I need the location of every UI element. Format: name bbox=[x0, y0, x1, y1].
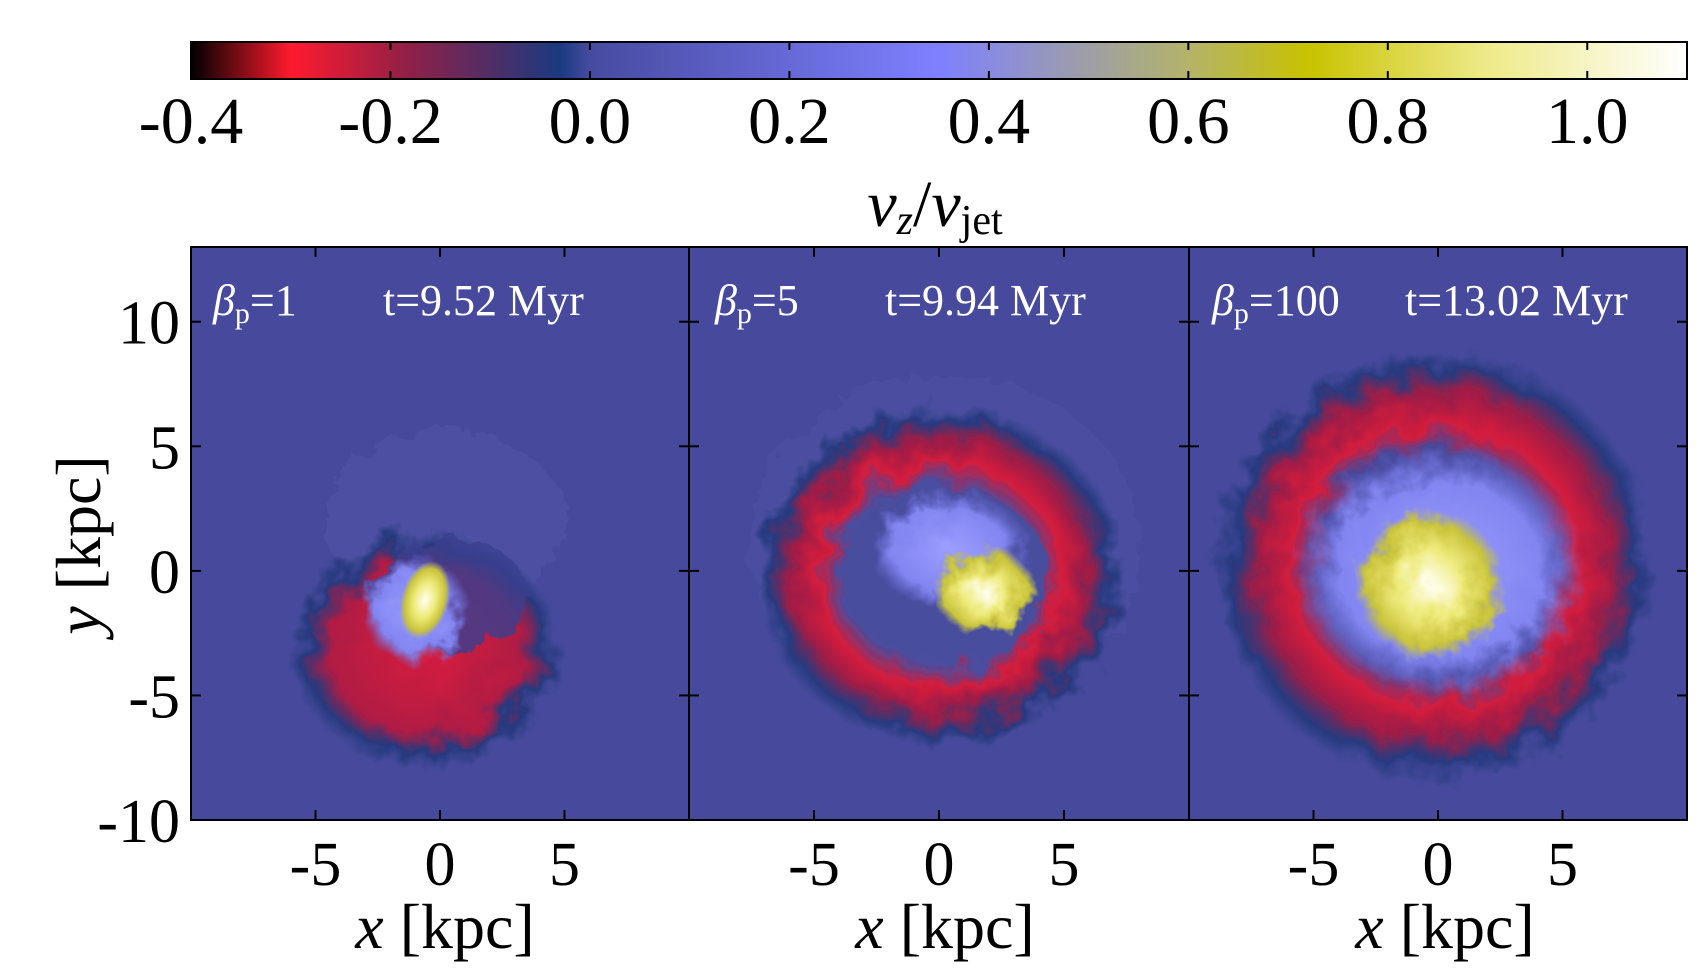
colorbar-ticks: -0.4 -0.2 0.0 0.2 0.4 0.6 0.8 1.0 bbox=[139, 42, 1629, 158]
x-tick-label: 5 bbox=[549, 831, 580, 899]
y-tick-label: 5 bbox=[149, 414, 180, 482]
colorbar: -0.4 -0.2 0.0 0.2 0.4 0.6 0.8 1.0 vz/vjet bbox=[139, 41, 1688, 244]
colorbar-tick-label: 0.2 bbox=[748, 85, 831, 158]
colorbar-tick-label: -0.2 bbox=[338, 85, 442, 158]
panel-1-beta: βp=5 bbox=[714, 276, 799, 330]
x-axis-label-1: x [kpc] bbox=[854, 891, 1034, 962]
colorbar-label-sub2: jet bbox=[959, 198, 1003, 244]
x-tick-label: 5 bbox=[1049, 831, 1080, 899]
y-tick-label: 0 bbox=[149, 539, 180, 607]
colorbar-label-sub1: z bbox=[896, 198, 913, 244]
x-axis-label-2: x [kpc] bbox=[1354, 891, 1534, 962]
panel-0-time: t=9.52 Myr bbox=[383, 276, 584, 325]
colorbar-tick-label: -0.4 bbox=[139, 85, 243, 158]
x-tick-labels: -5 0 5 -5 0 5 -5 0 5 bbox=[290, 831, 1578, 899]
panel-2-label: βp=100 t=13.02 Myr bbox=[1211, 276, 1628, 330]
panel-1-label: βp=5 t=9.94 Myr bbox=[714, 276, 1086, 330]
x-tick-label: 0 bbox=[425, 831, 456, 899]
x-tick-label: 5 bbox=[1547, 831, 1578, 899]
y-tick-labels: 10 5 0 -5 -10 bbox=[97, 290, 180, 856]
panel-2-time: t=13.02 Myr bbox=[1405, 276, 1628, 325]
x-tick-label: -5 bbox=[1288, 831, 1340, 899]
x-tick-label: 0 bbox=[924, 831, 955, 899]
colorbar-tick-label: 0.8 bbox=[1347, 85, 1430, 158]
panel-2-beta: βp=100 bbox=[1211, 276, 1340, 330]
panel-1-time: t=9.94 Myr bbox=[885, 276, 1086, 325]
colorbar-tick-label: 1.0 bbox=[1546, 85, 1629, 158]
y-tick-label: -5 bbox=[128, 663, 180, 731]
y-tick-label: 10 bbox=[118, 290, 180, 358]
panel-1-heatmap bbox=[750, 375, 1140, 745]
panel-0-beta: βp=1 bbox=[212, 276, 297, 330]
colorbar-tick-label: 0.4 bbox=[948, 85, 1031, 158]
y-tick-label: -10 bbox=[97, 788, 180, 856]
panel-0-label: βp=1 t=9.52 Myr bbox=[212, 276, 584, 330]
x-tick-label: -5 bbox=[788, 831, 840, 899]
x-tick-label: 0 bbox=[1423, 831, 1454, 899]
x-tick-label: -5 bbox=[290, 831, 342, 899]
colorbar-label-v1: v bbox=[867, 168, 897, 241]
x-axis-label-0: x [kpc] bbox=[354, 891, 534, 962]
colorbar-label-v2: v bbox=[931, 168, 961, 241]
colorbar-label: vz/vjet bbox=[867, 168, 1003, 244]
panel-0-heatmap bbox=[290, 430, 565, 768]
colorbar-tick-label: 0.6 bbox=[1147, 85, 1230, 158]
axis-ticks bbox=[191, 247, 1687, 821]
panel-2-heatmap bbox=[1215, 350, 1655, 780]
y-axis-label: y [kpc] bbox=[43, 455, 114, 640]
colorbar-label-slash: / bbox=[913, 168, 932, 241]
colorbar-bar bbox=[190, 41, 1688, 80]
colorbar-tick-label: 0.0 bbox=[549, 85, 632, 158]
